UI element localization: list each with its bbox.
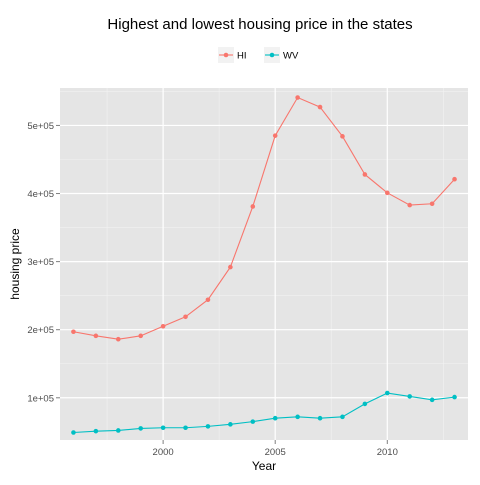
grid-minor (60, 88, 468, 440)
data-point-hi (407, 202, 413, 208)
legend-key-point (269, 52, 275, 58)
data-point-wv (384, 390, 390, 396)
data-point-wv (115, 428, 121, 433)
data-point-wv (340, 414, 345, 420)
data-point-hi (317, 104, 323, 110)
data-point-hi (429, 201, 435, 207)
data-point-hi (228, 264, 233, 270)
data-point-wv (183, 425, 188, 431)
chart-title: Highest and lowest housing price in the … (107, 16, 412, 33)
data-point-hi (93, 333, 99, 339)
data-point-wv (160, 425, 166, 431)
legend-key-point (223, 52, 229, 58)
series-line-wv (73, 392, 455, 434)
y-axis: 1e+05 2e+05 3e+05 4e+05 5e+05 (27, 121, 60, 404)
legend: HI WV (218, 47, 299, 63)
legend-label-wv: WV (283, 51, 299, 62)
data-point-wv (93, 428, 99, 434)
data-point-hi (160, 323, 166, 329)
series-layer (71, 95, 457, 435)
data-point-wv (407, 394, 413, 399)
x-axis: 2000 2005 2010 (153, 440, 398, 458)
y-tick-label: 5e+05 (27, 121, 54, 132)
data-point-wv (228, 422, 233, 427)
data-point-hi (272, 133, 278, 138)
data-point-hi (205, 297, 211, 303)
plot-panel (60, 88, 468, 440)
y-axis-title: housing price (8, 228, 22, 300)
data-point-wv (362, 401, 368, 407)
grid-major (60, 88, 468, 440)
legend-label-hi: HI (237, 51, 247, 62)
data-point-wv (452, 394, 457, 400)
data-point-wv (429, 397, 435, 403)
data-point-hi (138, 333, 144, 339)
data-point-hi (295, 95, 300, 100)
data-point-wv (317, 415, 323, 421)
data-point-wv (272, 415, 278, 421)
data-point-hi (362, 172, 368, 177)
y-tick-label: 3e+05 (27, 257, 54, 268)
data-point-wv (205, 424, 211, 429)
x-tick-label: 2010 (377, 447, 398, 458)
data-point-wv (295, 414, 300, 420)
y-tick-label: 1e+05 (27, 393, 54, 404)
y-tick-label: 4e+05 (27, 189, 54, 200)
data-point-hi (183, 314, 188, 320)
data-point-hi (115, 336, 121, 342)
data-point-wv (138, 426, 144, 431)
series-line-hi (73, 96, 455, 340)
data-point-hi (384, 190, 390, 196)
data-point-hi (340, 134, 345, 139)
data-point-hi (71, 329, 76, 335)
data-point-wv (250, 419, 256, 424)
y-tick-label: 2e+05 (27, 325, 54, 336)
x-tick-label: 2005 (265, 447, 286, 458)
x-tick-label: 2000 (153, 447, 174, 458)
x-axis-title: Year (252, 459, 276, 473)
data-point-wv (71, 430, 76, 435)
data-point-hi (452, 176, 457, 182)
data-point-hi (250, 204, 256, 209)
